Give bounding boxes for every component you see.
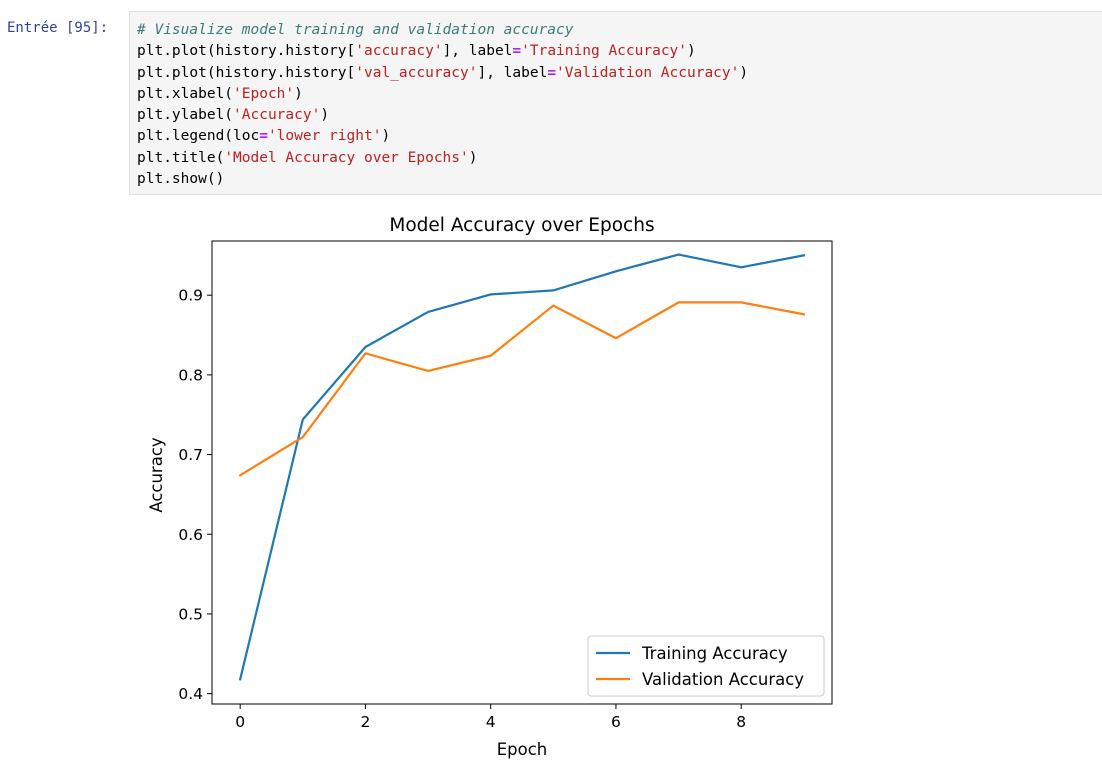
code-line: plt.xlabel('Epoch') (137, 84, 1102, 105)
code-token-plain: ) (739, 64, 749, 81)
code-token-plain: plt.plot(history.history[ (137, 43, 356, 60)
series-line-training (238, 253, 806, 681)
cell-output: Model Accuracy over Epochs 0 2 4 6 8 0.4 0.5 0.… (129, 200, 1102, 780)
code-token-op: = (512, 43, 522, 60)
code-token-plain: plt.title( (137, 149, 225, 166)
code-line: plt.title('Model Accuracy over Epochs') (137, 148, 1102, 169)
code-token-plain: plt.xlabel( (137, 85, 234, 102)
code-line: plt.ylabel('Accuracy') (137, 105, 1102, 126)
code-token-plain: ) (294, 85, 303, 102)
code-line: plt.legend(loc='lower right') (137, 126, 1102, 147)
code-token-plain: plt.plot(history.history[ (137, 64, 356, 81)
x-tick-label: 8 (736, 713, 746, 731)
legend-box (587, 635, 825, 697)
code-token-string: 'Validation Accuracy' (556, 64, 740, 81)
y-tick-label: 0.4 (178, 685, 203, 703)
legend: Training Accuracy Validation Accuracy (587, 635, 825, 697)
legend-label: Training Accuracy (641, 644, 788, 663)
cell-prompt: Entrée [95]: (7, 20, 109, 36)
y-tick-label: 0.6 (178, 526, 203, 544)
code-line: plt.plot(history.history['accuracy'], la… (137, 41, 1102, 62)
code-token-plain: ) (381, 128, 391, 145)
code-token-string: 'Accuracy' (233, 107, 321, 124)
chart-title: Model Accuracy over Epochs (389, 215, 654, 236)
code-editor[interactable]: # Visualize model training and validatio… (129, 11, 1102, 195)
code-token-plain: ) (468, 149, 478, 166)
code-token-plain: plt.show() (137, 171, 225, 188)
code-token-string: 'Training Accuracy' (521, 43, 688, 60)
code-token-string: 'accuracy' (355, 43, 443, 60)
code-token-string: 'Epoch' (233, 85, 295, 102)
axes-frame (211, 240, 833, 705)
code-token-plain: ], label (477, 64, 548, 81)
code-token-string: 'lower right' (267, 128, 382, 145)
x-tick-label: 4 (486, 713, 496, 731)
code-token-op: = (259, 128, 268, 145)
y-tick-label: 0.5 (178, 605, 203, 623)
code-token-plain: plt.ylabel( (137, 107, 234, 124)
y-axis-label: Accuracy (147, 437, 166, 513)
x-tick-label: 6 (611, 713, 621, 731)
series-line-validation (238, 301, 806, 477)
y-tick-label: 0.9 (178, 287, 203, 305)
x-tick-label: 0 (235, 713, 245, 731)
legend-label: Validation Accuracy (642, 670, 804, 689)
code-line: # Visualize model training and validatio… (137, 20, 1102, 41)
y-tick-label: 0.7 (178, 446, 203, 464)
code-token-plain: ) (320, 107, 330, 124)
accuracy-chart: Model Accuracy over Epochs 0 2 4 6 8 0.4 0.5 0.… (147, 215, 833, 759)
x-tick-label: 2 (360, 713, 370, 731)
code-cell[interactable]: Entrée [95]: # Visualize model training … (0, 0, 1102, 200)
code-token-plain: ], label (442, 43, 513, 60)
x-axis-label: Epoch (497, 740, 548, 759)
code-token-string: 'Model Accuracy over Epochs' (224, 149, 469, 166)
code-token-op: = (547, 64, 557, 81)
code-token-plain: plt.legend(loc (137, 128, 260, 145)
code-line: plt.show() (137, 169, 1102, 190)
code-token-comment: # Visualize model training and validatio… (137, 22, 574, 38)
code-line: plt.plot(history.history['val_accuracy']… (137, 63, 1102, 84)
code-token-string: 'val_accuracy' (355, 64, 478, 81)
code-token-plain: ) (687, 43, 696, 60)
y-tick-label: 0.8 (178, 366, 203, 384)
